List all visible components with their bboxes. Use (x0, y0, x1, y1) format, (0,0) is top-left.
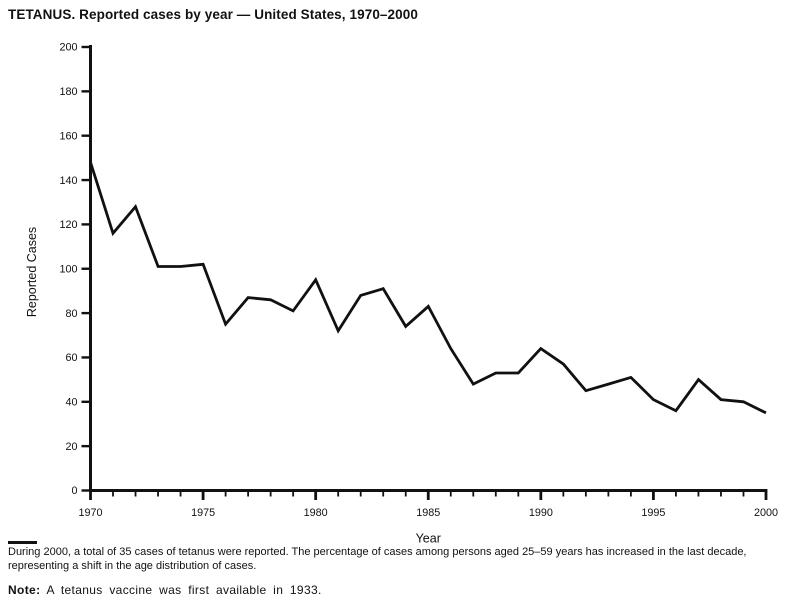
cases-polyline (89, 161, 767, 415)
y-tick-label: 0 (71, 485, 77, 497)
x-tick-label: 1975 (191, 507, 215, 519)
y-tick-label: 140 (59, 175, 77, 187)
y-tick-label: 200 (59, 42, 77, 54)
x-tick-label: 1970 (78, 507, 102, 519)
footnote-line-2: representing a shift in the age distribu… (8, 559, 257, 572)
y-tick-label: 160 (59, 130, 77, 142)
line-chart: 0 20 40 60 80 100 120 140 160 180 200 1970 1975 1980 1… (25, 42, 778, 546)
note-text: Note: A tetanus vaccine was first availa… (8, 583, 796, 597)
y-tick-label: 40 (65, 397, 77, 409)
y-tick-label: 100 (59, 263, 77, 275)
footnote-rule (8, 541, 37, 544)
y-tick-label: 60 (65, 352, 77, 364)
x-axis-title: Year (416, 532, 441, 546)
x-tick-label: 1990 (529, 507, 553, 519)
footnote-line-1: During 2000, a total of 35 cases of teta… (8, 546, 747, 558)
x-tick-label: 1980 (304, 507, 328, 519)
x-tick-label: 1985 (416, 507, 440, 519)
figure-title: TETANUS. Reported cases by year — United… (8, 7, 418, 22)
y-tick-label: 180 (59, 86, 77, 98)
y-tick-label: 80 (65, 308, 77, 320)
footnote-text: During 2000, a total of 35 cases of teta… (8, 546, 796, 573)
x-tick-label: 1995 (641, 507, 665, 519)
x-tick-label: 2000 (754, 507, 778, 519)
note-body: A tetanus vaccine was first available in… (40, 583, 322, 597)
y-tick-label: 20 (65, 441, 77, 453)
y-axis-title: Reported Cases (25, 227, 39, 317)
y-tick-label: 120 (59, 219, 77, 231)
note-label: Note: (8, 583, 41, 597)
